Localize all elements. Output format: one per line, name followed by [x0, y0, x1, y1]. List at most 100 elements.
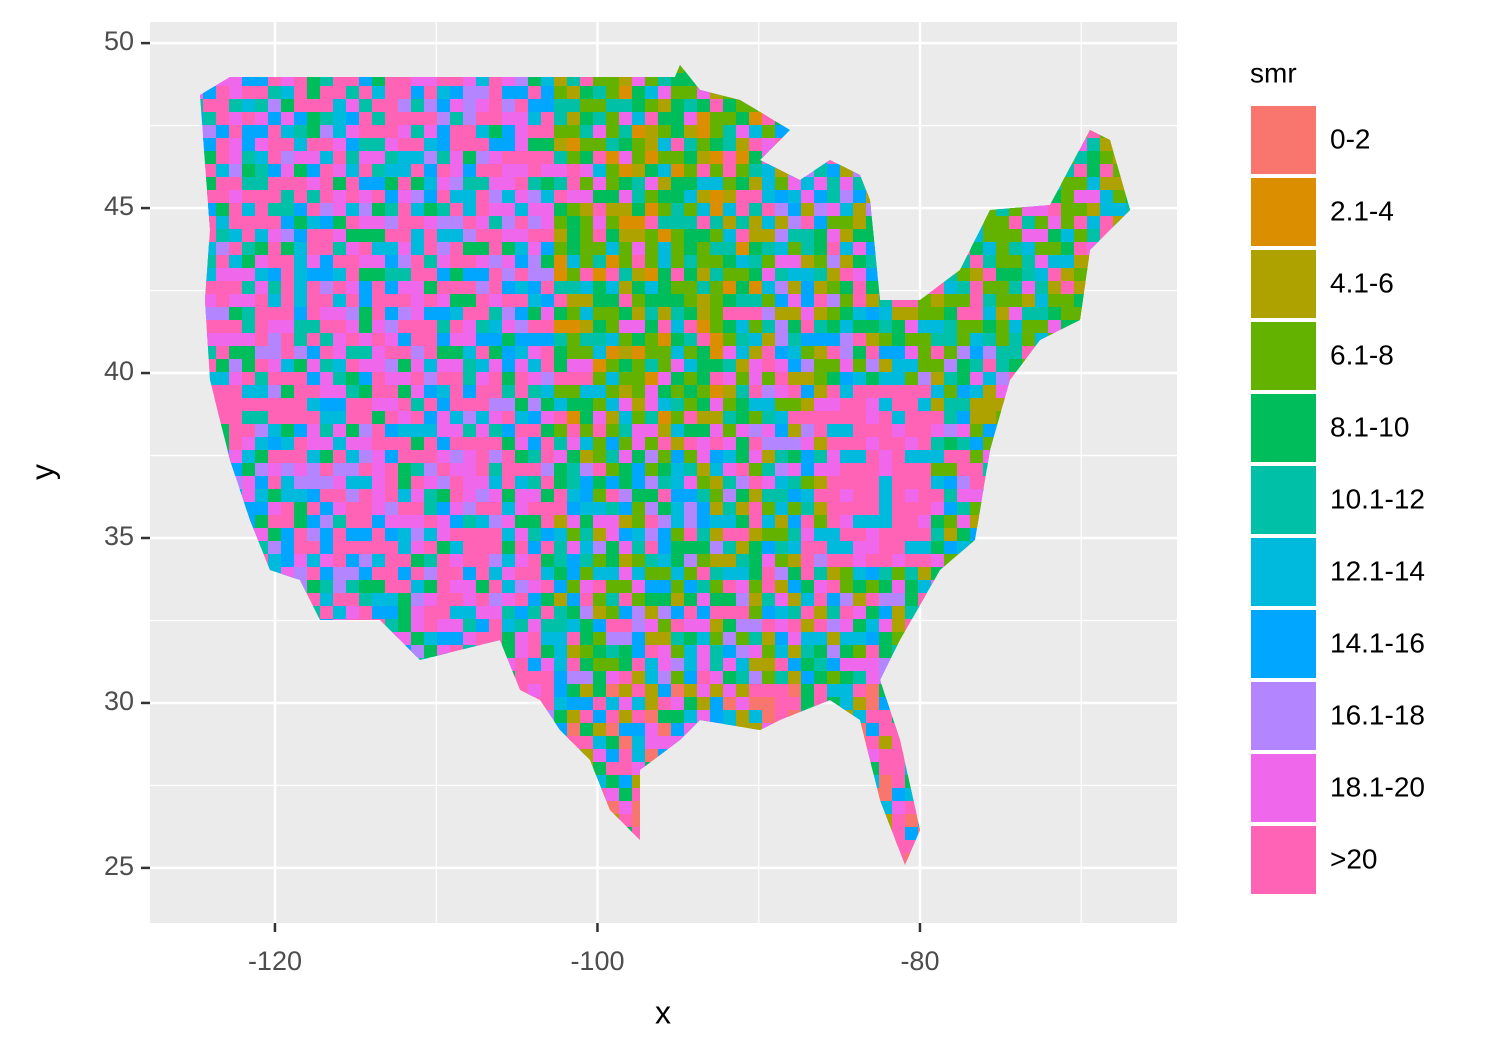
- county-patch: [580, 112, 593, 125]
- county-patch: [840, 177, 853, 190]
- county-patch: [957, 476, 970, 489]
- county-patch: [424, 177, 437, 190]
- county-patch: [749, 697, 762, 710]
- county-patch: [723, 242, 736, 255]
- county-patch: [567, 333, 580, 346]
- county-patch: [216, 138, 229, 151]
- county-patch: [593, 99, 606, 112]
- county-patch: [502, 489, 515, 502]
- county-patch: [450, 112, 463, 125]
- county-patch: [242, 112, 255, 125]
- county-patch: [450, 177, 463, 190]
- county-patch: [515, 658, 528, 671]
- county-patch: [463, 372, 476, 385]
- county-patch: [866, 294, 879, 307]
- county-patch: [372, 268, 385, 281]
- county-patch: [814, 385, 827, 398]
- county-patch: [268, 437, 281, 450]
- county-patch: [320, 177, 333, 190]
- county-patch: [814, 541, 827, 554]
- county-patch: [255, 333, 268, 346]
- county-patch: [658, 229, 671, 242]
- county-patch: [320, 229, 333, 242]
- county-patch: [1100, 177, 1113, 190]
- county-patch: [580, 723, 593, 736]
- y-axis-label: y: [24, 464, 60, 480]
- county-patch: [541, 645, 554, 658]
- county-patch: [437, 580, 450, 593]
- county-patch: [775, 125, 788, 138]
- county-patch: [775, 489, 788, 502]
- county-patch: [554, 476, 567, 489]
- county-patch: [671, 450, 684, 463]
- county-patch: [892, 424, 905, 437]
- county-patch: [580, 645, 593, 658]
- county-patch: [814, 424, 827, 437]
- county-patch: [788, 645, 801, 658]
- county-patch: [528, 528, 541, 541]
- county-patch: [593, 164, 606, 177]
- county-patch: [970, 294, 983, 307]
- county-patch: [957, 528, 970, 541]
- county-patch: [801, 554, 814, 567]
- county-patch: [970, 424, 983, 437]
- county-patch: [723, 580, 736, 593]
- county-patch: [463, 515, 476, 528]
- county-patch: [515, 671, 528, 684]
- county-patch: [892, 320, 905, 333]
- county-patch: [671, 684, 684, 697]
- legend-label: 2.1-4: [1330, 195, 1394, 226]
- county-patch: [788, 281, 801, 294]
- county-patch: [372, 450, 385, 463]
- county-patch: [489, 580, 502, 593]
- county-patch: [931, 359, 944, 372]
- county-patch: [411, 567, 424, 580]
- county-patch: [281, 450, 294, 463]
- county-patch: [424, 567, 437, 580]
- county-patch: [853, 580, 866, 593]
- county-patch: [554, 619, 567, 632]
- county-patch: [307, 398, 320, 411]
- county-patch: [268, 489, 281, 502]
- county-patch: [697, 125, 710, 138]
- county-patch: [892, 359, 905, 372]
- county-patch: [879, 567, 892, 580]
- county-patch: [645, 190, 658, 203]
- county-patch: [684, 398, 697, 411]
- county-patch: [814, 294, 827, 307]
- county-patch: [489, 567, 502, 580]
- county-patch: [437, 190, 450, 203]
- county-patch: [723, 112, 736, 125]
- county-patch: [1061, 255, 1074, 268]
- county-patch: [580, 450, 593, 463]
- county-patch: [749, 528, 762, 541]
- county-patch: [1074, 151, 1087, 164]
- county-patch: [645, 268, 658, 281]
- county-patch: [684, 632, 697, 645]
- county-patch: [476, 489, 489, 502]
- county-patch: [515, 177, 528, 190]
- county-patch: [528, 86, 541, 99]
- county-patch: [918, 541, 931, 554]
- county-patch: [671, 437, 684, 450]
- county-patch: [502, 567, 515, 580]
- county-patch: [736, 216, 749, 229]
- county-patch: [775, 333, 788, 346]
- county-patch: [658, 242, 671, 255]
- county-patch: [502, 164, 515, 177]
- county-patch: [463, 216, 476, 229]
- county-patch: [892, 346, 905, 359]
- county-patch: [372, 593, 385, 606]
- county-patch: [736, 463, 749, 476]
- county-patch: [593, 372, 606, 385]
- county-patch: [840, 320, 853, 333]
- county-patch: [320, 437, 333, 450]
- county-patch: [333, 580, 346, 593]
- county-patch: [658, 658, 671, 671]
- county-patch: [216, 385, 229, 398]
- county-patch: [1035, 281, 1048, 294]
- county-patch: [892, 437, 905, 450]
- county-patch: [619, 268, 632, 281]
- county-patch: [983, 307, 996, 320]
- county-patch: [593, 528, 606, 541]
